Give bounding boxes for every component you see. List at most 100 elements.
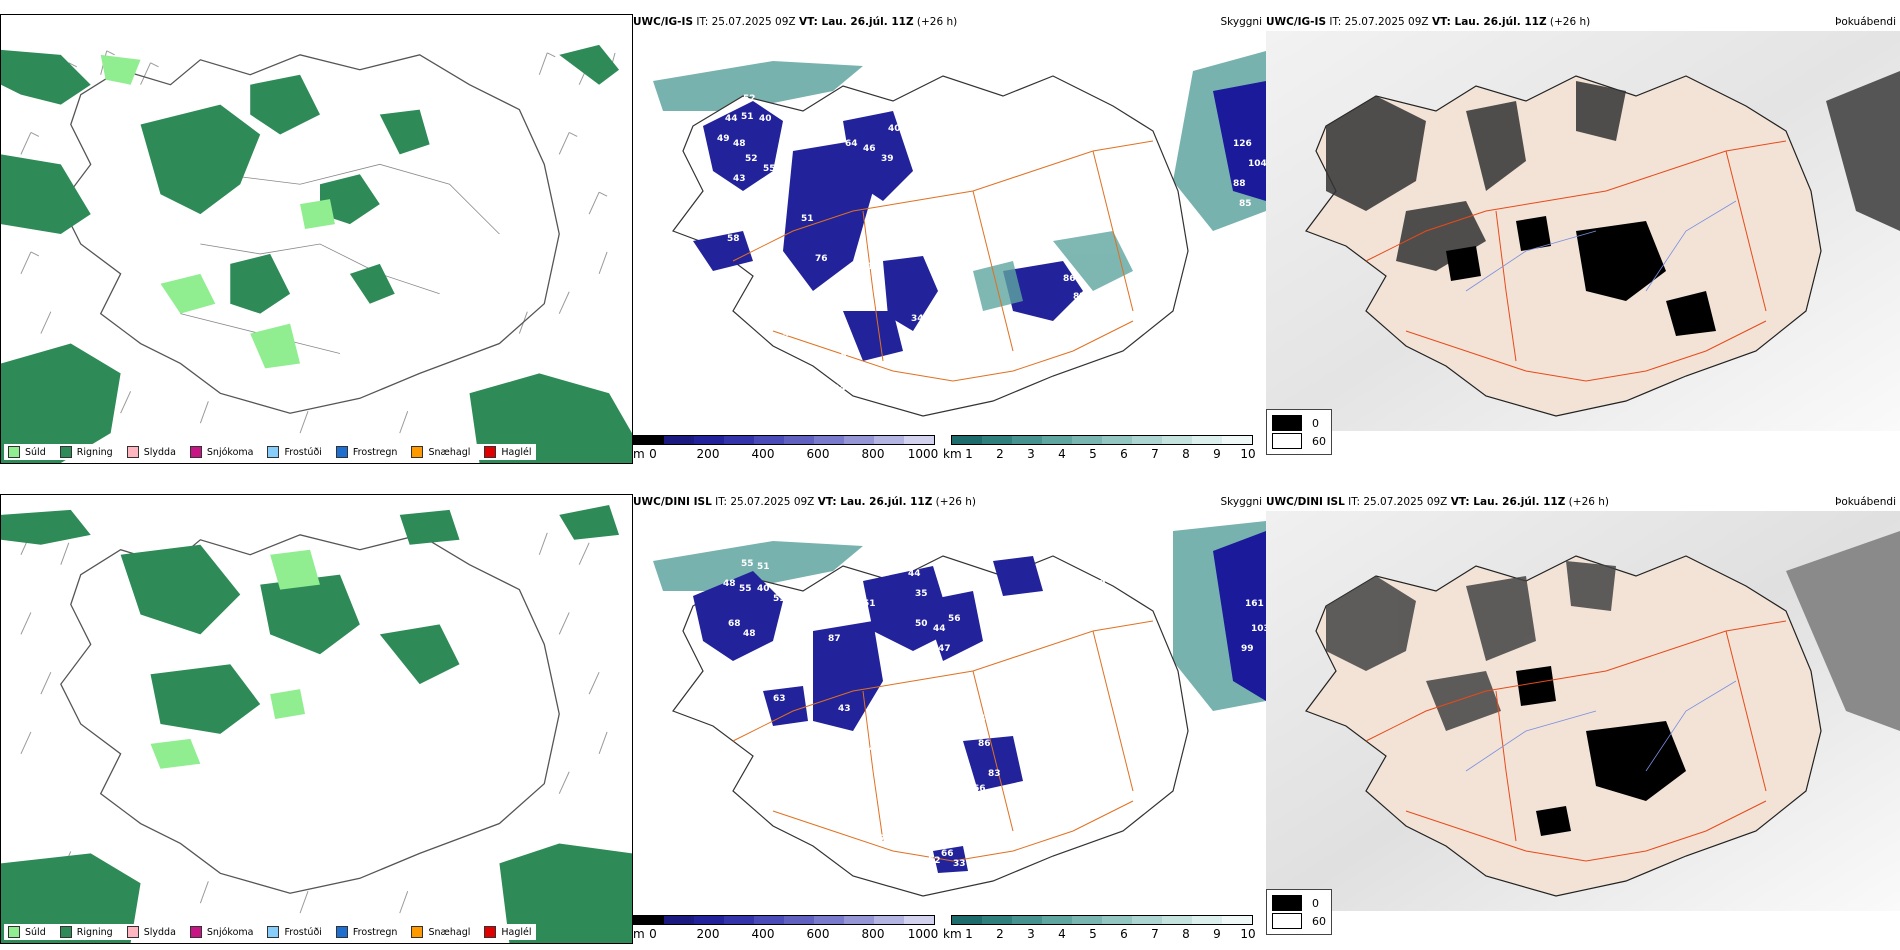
visibility-value-label: 40	[888, 124, 901, 134]
vis-tick: 200	[696, 927, 720, 941]
visibility-value-label: 33	[868, 709, 881, 719]
visibility-value-label: 89	[1093, 579, 1106, 589]
legend-swatch	[126, 446, 139, 458]
legend-label: Snjókoma	[206, 446, 254, 458]
visibility-value-label: 64	[765, 284, 778, 294]
visibility-value-label: 51	[861, 262, 874, 272]
legend-label: Frostúði	[284, 926, 322, 938]
visibility-value-label: 195	[1098, 774, 1117, 784]
model-name: UWC/DINI ISL	[1266, 496, 1345, 508]
valid-time: VT: Lau. 26.júl. 11Z	[1431, 16, 1547, 28]
visibility-value-label: 43	[838, 704, 851, 714]
legend-item: Haglél	[484, 446, 532, 458]
legend-label: Frostúði	[284, 446, 322, 458]
legend-swatch	[8, 446, 20, 458]
vis-colorbar-m-bar	[633, 435, 935, 445]
legend-swatch	[411, 446, 424, 458]
precip-map[interactable]	[0, 494, 633, 944]
panel-fog-top: UWC/IG-IS IT: 25.07.2025 09Z VT: Lau. 26…	[1266, 14, 1900, 464]
legend-item: Snjókoma	[189, 446, 254, 458]
vis-tick: 600	[806, 927, 830, 941]
vis-unit-km: km	[943, 447, 962, 461]
legend-label: Slydda	[143, 926, 176, 938]
valid-time: VT: Lau. 26.júl. 11Z	[1450, 496, 1566, 508]
fog-map[interactable]	[1266, 31, 1900, 431]
precip-map[interactable]	[0, 14, 633, 464]
visibility-value-label: 85	[1239, 199, 1252, 209]
visibility-value-label: 59	[733, 694, 746, 704]
vis-tick: 3	[1027, 447, 1035, 461]
visibility-value-label: 39	[881, 154, 894, 164]
visibility-value-label: 59	[933, 324, 946, 334]
legend-swatch	[335, 926, 348, 938]
legend-swatch	[335, 446, 348, 458]
vis-colorbar-km-bar	[951, 915, 1253, 925]
vis-tick: 800	[861, 447, 885, 461]
legend-swatch	[411, 926, 424, 938]
visibility-value-label: 40	[757, 584, 770, 594]
vis-tick: 1	[965, 447, 973, 461]
legend-swatch	[126, 926, 139, 938]
vis-colorbar-m: m 0 200 400 600 800 1000	[633, 915, 943, 944]
fog-legend-swatch	[1272, 895, 1302, 911]
visibility-value-label: 51	[863, 599, 876, 609]
visibility-value-label: 48	[733, 139, 746, 149]
vis-tick: 7	[1151, 927, 1159, 941]
vis-tick: 1000	[907, 447, 939, 461]
visibility-value-label: 48	[841, 349, 854, 359]
visibility-value-label: 74	[973, 714, 986, 724]
init-time: IT: 25.07.2025 09Z	[1329, 16, 1429, 28]
precip-map-canvas	[1, 495, 632, 943]
visibility-value-label: 52	[745, 154, 758, 164]
visibility-value-label: 583	[1023, 789, 1042, 799]
vis-tick: 6	[1120, 927, 1128, 941]
visibility-value-label: 87	[1033, 804, 1046, 814]
visibility-value-label: 51	[741, 112, 754, 122]
visibility-value-label: 66	[941, 849, 954, 859]
fog-legend-label: 60	[1312, 914, 1326, 928]
visibility-value-label: 43	[733, 174, 746, 184]
legend-label: Rigning	[76, 446, 113, 458]
fog-legend-row: 0	[1272, 414, 1326, 432]
fog-map-canvas	[1266, 511, 1900, 911]
fog-legend: 0 60	[1266, 889, 1332, 935]
legend-item: Slydda	[126, 446, 176, 458]
visibility-value-label: 63	[773, 694, 786, 704]
vis-tick: 8	[1182, 447, 1190, 461]
visibility-value-label: 86	[978, 739, 991, 749]
panel-visibility-bottom: UWC/DINI ISL IT: 25.07.2025 09Z VT: Lau.…	[633, 494, 1266, 944]
visibility-value-label: 47	[753, 182, 766, 192]
panel-header: UWC/DINI ISL IT: 25.07.2025 09Z VT: Lau.…	[1266, 494, 1900, 511]
panel-precip-top: UWC/IG-IS IT: 25.07.2025 09Z VT: Lau. 26…	[0, 14, 633, 464]
visibility-value-label: 44	[908, 569, 921, 579]
vis-tick: 2	[996, 447, 1004, 461]
visibility-value-label: 87	[828, 634, 841, 644]
visibility-value-label: 44	[933, 624, 946, 634]
legend-label: Frostregn	[352, 446, 398, 458]
visibility-value-label: 43	[783, 329, 796, 339]
visibility-value-label: 34	[833, 384, 846, 394]
legend-item: Frostregn	[335, 926, 397, 938]
vis-tick: 7	[1151, 447, 1159, 461]
visibility-value-label: 46	[863, 144, 876, 154]
visibility-map[interactable]: 52 44 51 40 49 48 52 55 47 43 80 64 46 40 39 70 58 51 107 7…	[633, 31, 1266, 431]
visibility-value-label: 52	[743, 94, 756, 104]
visibility-value-label: 38	[843, 369, 856, 379]
valid-time: VT: Lau. 26.júl. 11Z	[817, 496, 933, 508]
visibility-map[interactable]: 55 51 48 55 40 59 68 48 87 51 44 35 50 44 56 47 64 50 43 33…	[633, 511, 1266, 911]
legend-item: Frostregn	[335, 446, 398, 458]
fog-map[interactable]	[1266, 511, 1900, 911]
visibility-value-label: 33	[953, 859, 966, 869]
visibility-value-label: 518	[1103, 296, 1122, 306]
legend-label: Haglél	[501, 926, 532, 938]
vis-tick: 9	[1213, 447, 1221, 461]
legend-label: Snæhagl	[428, 446, 471, 458]
visibility-value-label: 52	[928, 856, 941, 866]
vis-tick: 0	[649, 447, 657, 461]
legend-label: Rigning	[76, 926, 113, 938]
init-time: IT: 25.07.2025 09Z	[715, 496, 815, 508]
legend-item: Snæhagl	[411, 446, 470, 458]
fog-legend-swatch	[1272, 913, 1302, 929]
visibility-value-label: 34	[863, 744, 876, 754]
visibility-value-label: 55	[763, 164, 776, 174]
